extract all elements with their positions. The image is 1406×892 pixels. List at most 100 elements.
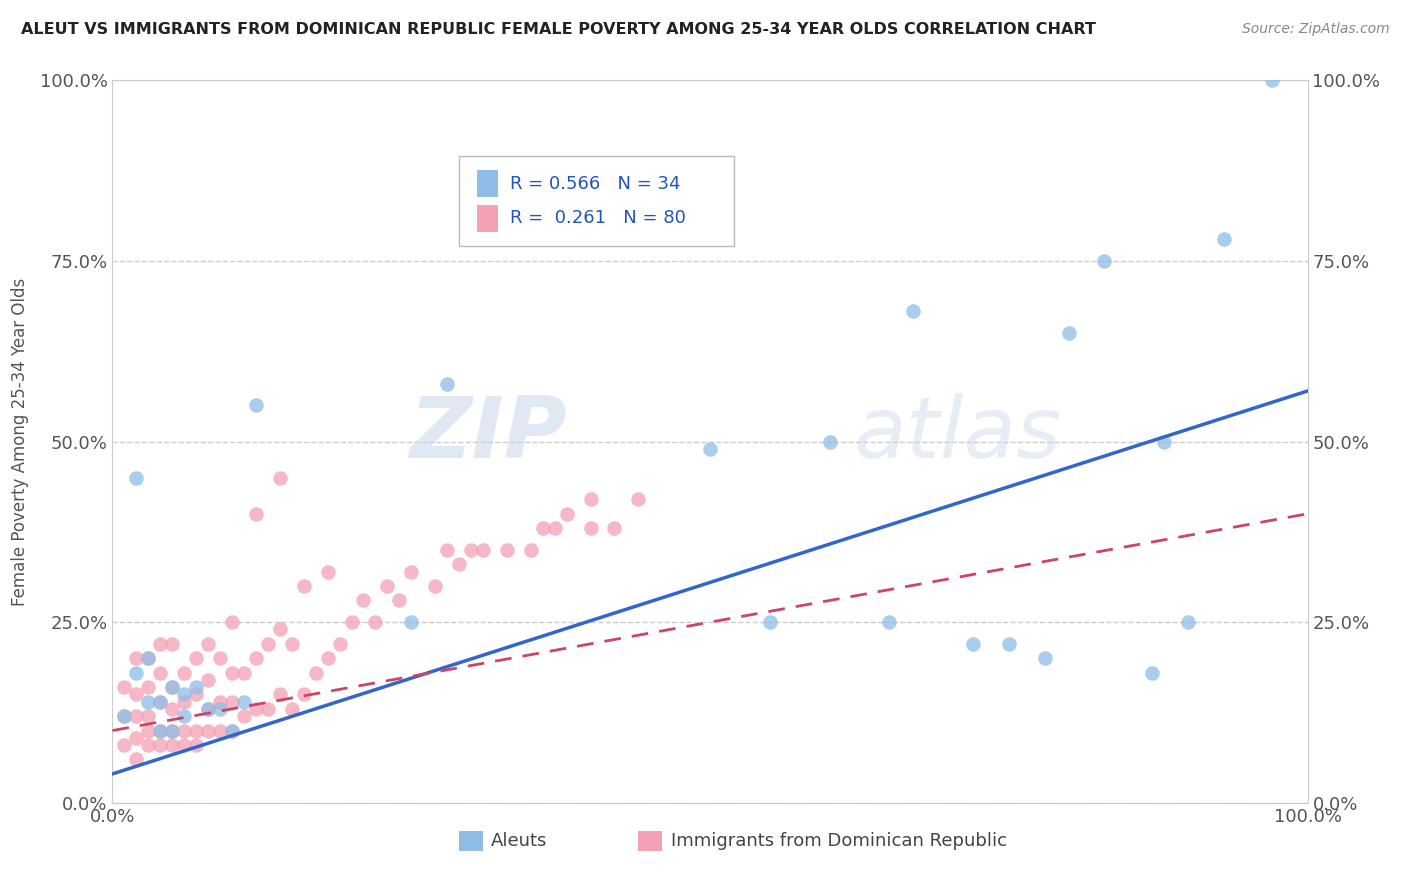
Point	[186, 680, 208, 694]
Point	[1094, 253, 1116, 268]
Point	[209, 651, 232, 665]
Point	[186, 651, 208, 665]
Point	[472, 542, 495, 557]
Point	[699, 442, 721, 456]
Point	[162, 680, 183, 694]
Point	[292, 579, 315, 593]
Point	[138, 738, 160, 752]
Point	[257, 637, 280, 651]
Point	[555, 507, 578, 521]
Point	[114, 738, 135, 752]
Point	[173, 687, 195, 701]
Text: ALEUT VS IMMIGRANTS FROM DOMINICAN REPUBLIC FEMALE POVERTY AMONG 25-34 YEAR OLDS: ALEUT VS IMMIGRANTS FROM DOMINICAN REPUB…	[21, 22, 1095, 37]
Point	[903, 304, 925, 318]
Point	[197, 673, 219, 687]
Point	[114, 709, 135, 723]
Point	[496, 542, 519, 557]
Point	[197, 723, 219, 738]
Point	[173, 723, 195, 738]
Point	[114, 709, 135, 723]
Point	[114, 680, 135, 694]
Point	[125, 687, 148, 701]
Point	[138, 709, 160, 723]
Point	[173, 709, 195, 723]
Point	[186, 738, 208, 752]
Point	[1142, 665, 1164, 680]
Point	[1033, 651, 1056, 665]
Point	[281, 637, 304, 651]
Point	[269, 687, 291, 701]
Point	[149, 637, 172, 651]
Point	[221, 723, 243, 738]
Point	[436, 542, 458, 557]
Point	[818, 434, 841, 449]
Point	[186, 723, 208, 738]
Point	[579, 492, 602, 507]
Point	[329, 637, 352, 651]
FancyBboxPatch shape	[477, 169, 499, 197]
Point	[162, 723, 183, 738]
Point	[245, 398, 267, 412]
Point	[401, 565, 423, 579]
Point	[138, 651, 160, 665]
Point	[197, 637, 219, 651]
Point	[125, 709, 148, 723]
Point	[197, 702, 219, 716]
Point	[186, 687, 208, 701]
FancyBboxPatch shape	[458, 831, 484, 851]
FancyBboxPatch shape	[477, 204, 499, 232]
Point	[245, 507, 267, 521]
Point	[425, 579, 447, 593]
Point	[162, 680, 183, 694]
Point	[173, 665, 195, 680]
Point	[162, 637, 183, 651]
Point	[401, 615, 423, 630]
Point	[1177, 615, 1199, 630]
Point	[149, 695, 172, 709]
Point	[173, 695, 195, 709]
Point	[962, 637, 984, 651]
Point	[149, 695, 172, 709]
Point	[138, 680, 160, 694]
Point	[149, 738, 172, 752]
Point	[149, 723, 172, 738]
Point	[209, 695, 232, 709]
Point	[245, 702, 267, 716]
Point	[543, 521, 565, 535]
Point	[125, 651, 148, 665]
Point	[1153, 434, 1175, 449]
Point	[162, 738, 183, 752]
Point	[125, 665, 148, 680]
Point	[447, 558, 470, 572]
Text: Source: ZipAtlas.com: Source: ZipAtlas.com	[1241, 22, 1389, 37]
Point	[579, 521, 602, 535]
Point	[436, 376, 458, 391]
Point	[233, 695, 256, 709]
Point	[245, 651, 267, 665]
Text: R =  0.261   N = 80: R = 0.261 N = 80	[510, 210, 686, 227]
Point	[125, 470, 148, 484]
Point	[603, 521, 626, 535]
Point	[1261, 73, 1284, 87]
Point	[233, 665, 256, 680]
Point	[162, 702, 183, 716]
Text: Immigrants from Dominican Republic: Immigrants from Dominican Republic	[671, 832, 1007, 850]
Point	[138, 723, 160, 738]
FancyBboxPatch shape	[458, 156, 734, 246]
Point	[233, 709, 256, 723]
Point	[998, 637, 1021, 651]
Point	[305, 665, 328, 680]
Point	[138, 651, 160, 665]
Point	[209, 702, 232, 716]
Point	[377, 579, 399, 593]
Point	[125, 731, 148, 745]
Point	[352, 593, 374, 607]
Point	[269, 623, 291, 637]
Point	[257, 702, 280, 716]
Y-axis label: Female Poverty Among 25-34 Year Olds: Female Poverty Among 25-34 Year Olds	[10, 277, 28, 606]
Text: Aleuts: Aleuts	[491, 832, 548, 850]
Point	[269, 470, 291, 484]
Point	[149, 723, 172, 738]
Point	[627, 492, 650, 507]
Point	[292, 687, 315, 701]
